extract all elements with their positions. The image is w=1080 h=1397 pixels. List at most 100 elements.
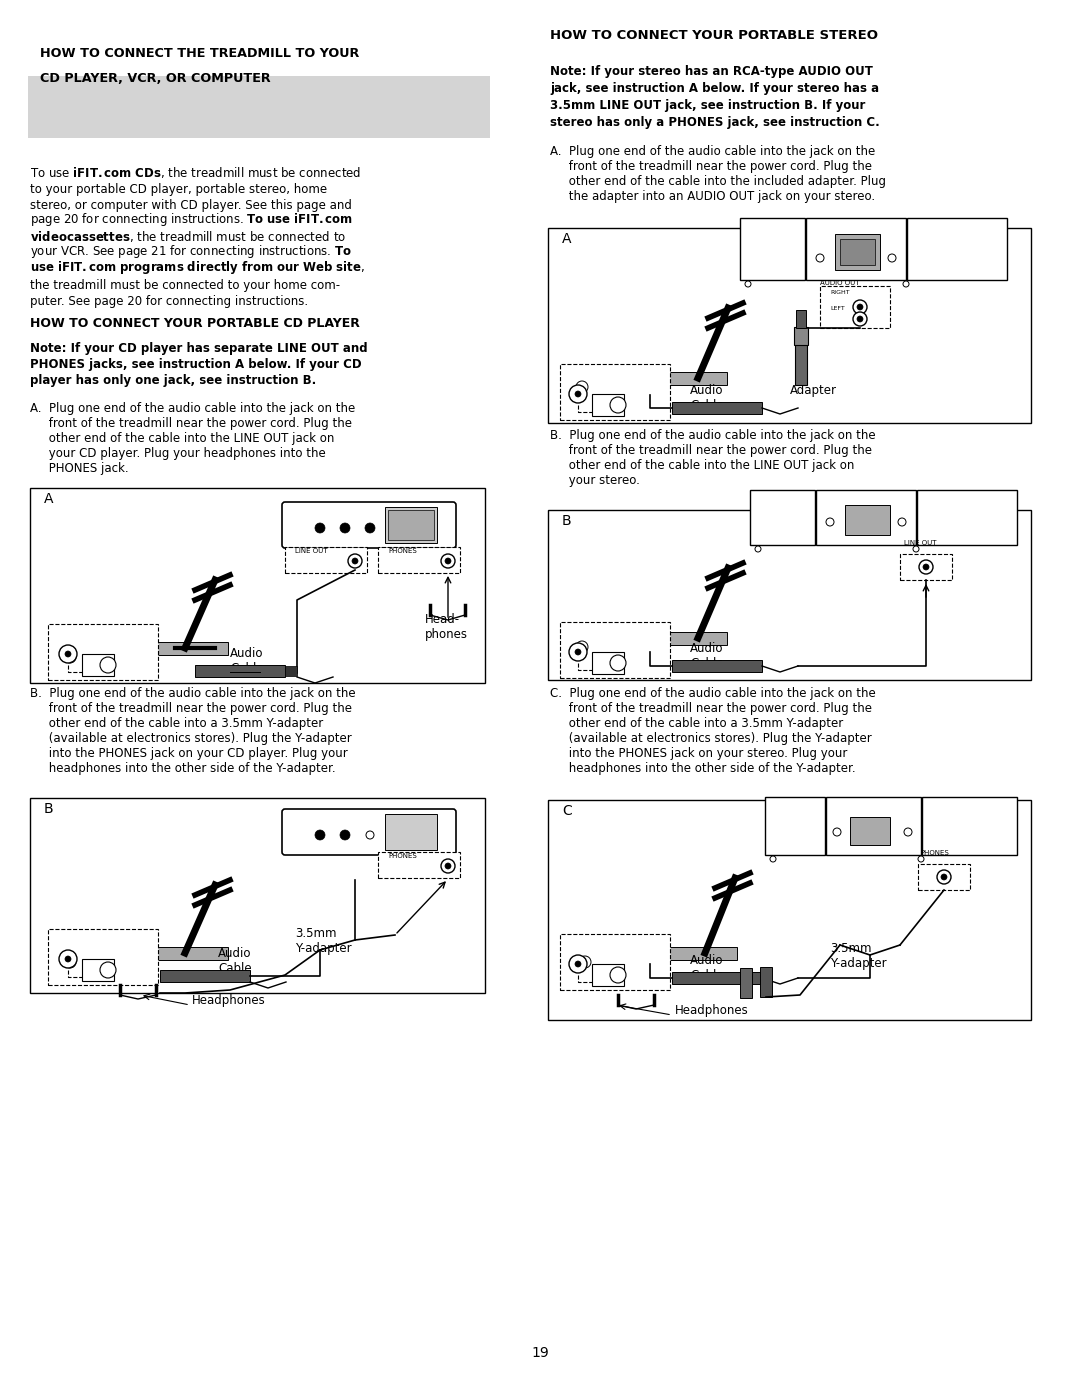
Circle shape (100, 657, 116, 673)
Bar (820, 286, 890, 328)
Text: other end of the cable into the LINE OUT jack on: other end of the cable into the LINE OUT… (30, 432, 335, 446)
Circle shape (340, 830, 350, 840)
Text: phones: phones (426, 629, 468, 641)
Circle shape (888, 254, 896, 263)
Bar (572, 631, 727, 645)
Text: page 20 for connecting instructions. $\bf{To\ use\ iFIT.com}$: page 20 for connecting instructions. $\b… (30, 211, 353, 228)
Text: Headphones: Headphones (675, 1004, 748, 1017)
Bar (378, 548, 460, 573)
Circle shape (853, 300, 867, 314)
Text: into the PHONES jack on your CD player. Plug your: into the PHONES jack on your CD player. … (30, 747, 348, 760)
Text: front of the treadmill near the power cord. Plug the: front of the treadmill near the power co… (30, 416, 352, 430)
Text: To use $\bf{iFIT.com\ CDs}$, the treadmill must be connected: To use $\bf{iFIT.com\ CDs}$, the treadmi… (30, 165, 362, 180)
Circle shape (100, 963, 116, 978)
Circle shape (918, 856, 924, 862)
Circle shape (575, 650, 581, 655)
Bar (30, 488, 485, 683)
Circle shape (610, 397, 626, 414)
FancyBboxPatch shape (282, 502, 456, 548)
Circle shape (569, 956, 588, 972)
Circle shape (853, 312, 867, 326)
Text: stereo has only a PHONES jack, see instruction C.: stereo has only a PHONES jack, see instr… (550, 116, 880, 129)
Circle shape (315, 522, 325, 534)
Text: Y-adapter: Y-adapter (831, 957, 887, 970)
Bar (285, 548, 367, 573)
Circle shape (897, 518, 906, 527)
Text: 3.5mm: 3.5mm (295, 928, 337, 940)
Text: LINE OUT: LINE OUT (904, 541, 936, 546)
Circle shape (352, 557, 357, 564)
Circle shape (858, 305, 863, 310)
Text: B: B (44, 802, 54, 816)
Text: A.  Plug one end of the audio cable into the jack on the: A. Plug one end of the audio cable into … (30, 402, 355, 415)
Text: Audio: Audio (690, 643, 724, 655)
Text: headphones into the other side of the Y-adapter.: headphones into the other side of the Y-… (30, 761, 336, 775)
Circle shape (745, 281, 751, 286)
Text: B: B (562, 514, 571, 528)
Bar (826, 798, 921, 855)
Circle shape (576, 381, 588, 393)
Text: Cable: Cable (690, 970, 724, 982)
Bar (384, 507, 437, 543)
Circle shape (816, 254, 824, 263)
Bar (160, 970, 249, 982)
Bar (850, 817, 890, 845)
Circle shape (569, 643, 588, 661)
Circle shape (65, 956, 71, 963)
Bar (58, 947, 228, 960)
Text: $\bf{use\ iFIT.com\ programs\ directly\ from\ our\ Web\ site}$,: $\bf{use\ iFIT.com\ programs\ directly\ … (30, 258, 365, 277)
Bar (760, 967, 772, 997)
Text: front of the treadmill near the power cord. Plug the: front of the treadmill near the power co… (550, 161, 872, 173)
FancyBboxPatch shape (282, 809, 456, 855)
Circle shape (575, 391, 581, 397)
Bar (794, 327, 808, 345)
Circle shape (575, 961, 581, 967)
Text: HOW TO CONNECT YOUR PORTABLE CD PLAYER: HOW TO CONNECT YOUR PORTABLE CD PLAYER (30, 317, 360, 330)
Bar (840, 239, 875, 265)
Text: C: C (562, 805, 571, 819)
Text: other end of the cable into a 3.5mm Y-adapter: other end of the cable into a 3.5mm Y-ad… (550, 717, 843, 731)
Text: PHONES jack.: PHONES jack. (30, 462, 129, 475)
Text: C.  Plug one end of the audio cable into the jack on the: C. Plug one end of the audio cable into … (550, 687, 876, 700)
Bar (592, 652, 624, 673)
Bar (561, 622, 670, 678)
Circle shape (441, 555, 455, 569)
Circle shape (365, 522, 375, 534)
Bar (918, 863, 970, 890)
Bar (816, 490, 916, 545)
Text: into the PHONES jack on your stereo. Plug your: into the PHONES jack on your stereo. Plu… (550, 747, 848, 760)
Text: puter. See page 20 for connecting instructions.: puter. See page 20 for connecting instru… (30, 295, 308, 307)
Bar (388, 510, 434, 541)
Bar (900, 555, 951, 580)
Text: $\bf{videocassettes}$, the treadmill must be connected to: $\bf{videocassettes}$, the treadmill mus… (30, 229, 346, 244)
Bar (592, 964, 624, 986)
Text: Y-adapter: Y-adapter (295, 942, 352, 956)
Circle shape (610, 967, 626, 983)
Bar (806, 218, 906, 279)
Bar (82, 958, 114, 981)
Circle shape (569, 386, 588, 402)
Circle shape (833, 828, 841, 835)
Bar (572, 947, 737, 960)
Text: Note: If your stereo has an RCA-type AUDIO OUT: Note: If your stereo has an RCA-type AUD… (550, 66, 873, 78)
Bar (82, 654, 114, 676)
Text: Note: If your CD player has separate LINE OUT and: Note: If your CD player has separate LIN… (30, 342, 367, 355)
Text: PHONES jacks, see instruction A below. If your CD: PHONES jacks, see instruction A below. I… (30, 358, 362, 372)
Text: Audio: Audio (218, 947, 252, 960)
Bar (592, 394, 624, 416)
Text: A: A (44, 492, 54, 506)
Text: PHONES: PHONES (920, 849, 949, 856)
Circle shape (903, 281, 909, 286)
Text: Headphones: Headphones (192, 995, 266, 1007)
Text: HOW TO CONNECT THE TREADMILL TO YOUR: HOW TO CONNECT THE TREADMILL TO YOUR (40, 47, 360, 60)
Text: front of the treadmill near the power cord. Plug the: front of the treadmill near the power co… (30, 703, 352, 715)
Circle shape (858, 316, 863, 321)
Text: player has only one jack, see instruction B.: player has only one jack, see instructio… (30, 374, 316, 387)
Bar (907, 218, 1007, 279)
Text: other end of the cable into the LINE OUT jack on: other end of the cable into the LINE OUT… (550, 460, 854, 472)
Circle shape (913, 546, 919, 552)
Circle shape (937, 870, 951, 884)
Text: front of the treadmill near the power cord. Plug the: front of the treadmill near the power co… (550, 444, 872, 457)
Circle shape (441, 859, 455, 873)
Circle shape (348, 555, 362, 569)
